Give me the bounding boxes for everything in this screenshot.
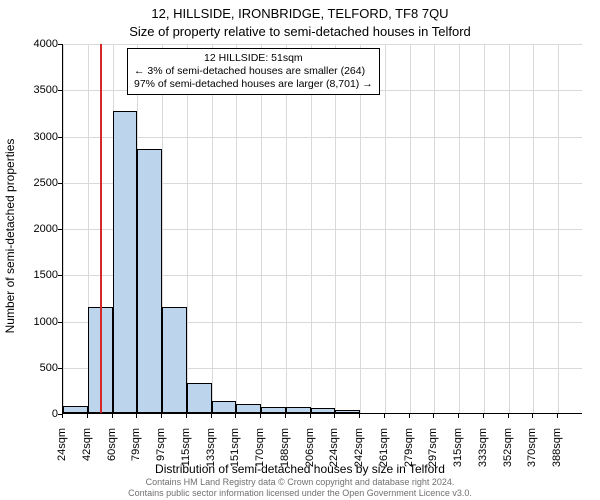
y-tick-mark xyxy=(58,229,62,230)
x-tick-label: 115sqm xyxy=(180,428,192,478)
y-tick-label: 3000 xyxy=(20,131,58,143)
histogram-bar xyxy=(113,111,138,413)
histogram-bar xyxy=(187,383,212,413)
x-tick-mark xyxy=(508,414,509,418)
x-tick-mark xyxy=(285,414,286,418)
y-tick-mark xyxy=(58,183,62,184)
y-axis-label: Number of semi-detached properties xyxy=(3,41,17,236)
x-tick-label: 79sqm xyxy=(130,428,142,478)
footer-line-1: Contains HM Land Registry data © Crown c… xyxy=(0,477,600,487)
footer-line-2: Contains public sector information licen… xyxy=(0,488,600,498)
x-tick-label: 151sqm xyxy=(229,428,241,478)
x-tick-label: 206sqm xyxy=(304,428,316,478)
y-tick-label: 3500 xyxy=(20,84,58,96)
histogram-bar xyxy=(236,404,261,413)
x-tick-mark xyxy=(433,414,434,418)
y-tick-label: 500 xyxy=(20,362,58,374)
chart-container: 12, HILLSIDE, IRONBRIDGE, TELFORD, TF8 7… xyxy=(0,0,600,500)
x-tick-mark xyxy=(409,414,410,418)
annotation-line-1: 12 HILLSIDE: 51sqm xyxy=(134,52,373,65)
histogram-bar xyxy=(335,410,360,413)
x-tick-label: 170sqm xyxy=(254,428,266,478)
gridline-h xyxy=(63,44,582,45)
annotation-box: 12 HILLSIDE: 51sqm ← 3% of semi-detached… xyxy=(127,48,380,95)
x-tick-label: 315sqm xyxy=(452,428,464,478)
x-tick-label: 97sqm xyxy=(155,428,167,478)
x-tick-mark xyxy=(334,414,335,418)
x-tick-label: 224sqm xyxy=(328,428,340,478)
chart-footer: Contains HM Land Registry data © Crown c… xyxy=(0,477,600,498)
y-tick-mark xyxy=(58,44,62,45)
gridline-h xyxy=(63,137,582,138)
y-tick-mark xyxy=(58,275,62,276)
histogram-bar xyxy=(261,407,286,413)
x-tick-mark xyxy=(557,414,558,418)
annotation-line-2: ← 3% of semi-detached houses are smaller… xyxy=(134,65,373,78)
y-tick-mark xyxy=(58,368,62,369)
x-tick-mark xyxy=(211,414,212,418)
y-tick-mark xyxy=(58,137,62,138)
x-tick-label: 242sqm xyxy=(353,428,365,478)
x-tick-label: 24sqm xyxy=(56,428,68,478)
y-tick-mark xyxy=(58,322,62,323)
annotation-line-3: 97% of semi-detached houses are larger (… xyxy=(134,78,373,91)
x-tick-mark xyxy=(310,414,311,418)
x-tick-mark xyxy=(136,414,137,418)
y-tick-label: 0 xyxy=(20,408,58,420)
chart-title-address: 12, HILLSIDE, IRONBRIDGE, TELFORD, TF8 7… xyxy=(0,6,600,21)
x-tick-mark xyxy=(260,414,261,418)
histogram-bar xyxy=(162,307,187,413)
x-tick-label: 261sqm xyxy=(378,428,390,478)
x-tick-label: 188sqm xyxy=(279,428,291,478)
histogram-bar xyxy=(212,401,237,413)
histogram-bar xyxy=(137,149,162,413)
x-tick-label: 370sqm xyxy=(526,428,538,478)
x-tick-mark xyxy=(186,414,187,418)
x-tick-label: 388sqm xyxy=(551,428,563,478)
x-tick-mark xyxy=(458,414,459,418)
x-tick-label: 279sqm xyxy=(403,428,415,478)
y-tick-label: 2500 xyxy=(20,177,58,189)
histogram-bar xyxy=(311,408,336,413)
x-tick-mark xyxy=(359,414,360,418)
x-tick-mark xyxy=(532,414,533,418)
x-tick-label: 133sqm xyxy=(205,428,217,478)
y-tick-label: 1000 xyxy=(20,316,58,328)
x-tick-label: 60sqm xyxy=(106,428,118,478)
x-tick-mark xyxy=(235,414,236,418)
y-tick-mark xyxy=(58,90,62,91)
plot-area: 12 HILLSIDE: 51sqm ← 3% of semi-detached… xyxy=(62,44,582,414)
y-tick-label: 2000 xyxy=(20,223,58,235)
histogram-bar xyxy=(63,406,88,413)
y-tick-label: 1500 xyxy=(20,269,58,281)
y-tick-label: 4000 xyxy=(20,38,58,50)
histogram-bar xyxy=(286,407,311,413)
x-tick-mark xyxy=(384,414,385,418)
chart-title-subtitle: Size of property relative to semi-detach… xyxy=(0,24,600,39)
x-tick-label: 333sqm xyxy=(477,428,489,478)
property-marker-line xyxy=(100,44,102,413)
x-tick-mark xyxy=(112,414,113,418)
x-tick-mark xyxy=(483,414,484,418)
x-tick-mark xyxy=(62,414,63,418)
x-tick-mark xyxy=(161,414,162,418)
x-tick-label: 352sqm xyxy=(502,428,514,478)
x-tick-label: 297sqm xyxy=(427,428,439,478)
x-tick-mark xyxy=(87,414,88,418)
x-tick-label: 42sqm xyxy=(81,428,93,478)
